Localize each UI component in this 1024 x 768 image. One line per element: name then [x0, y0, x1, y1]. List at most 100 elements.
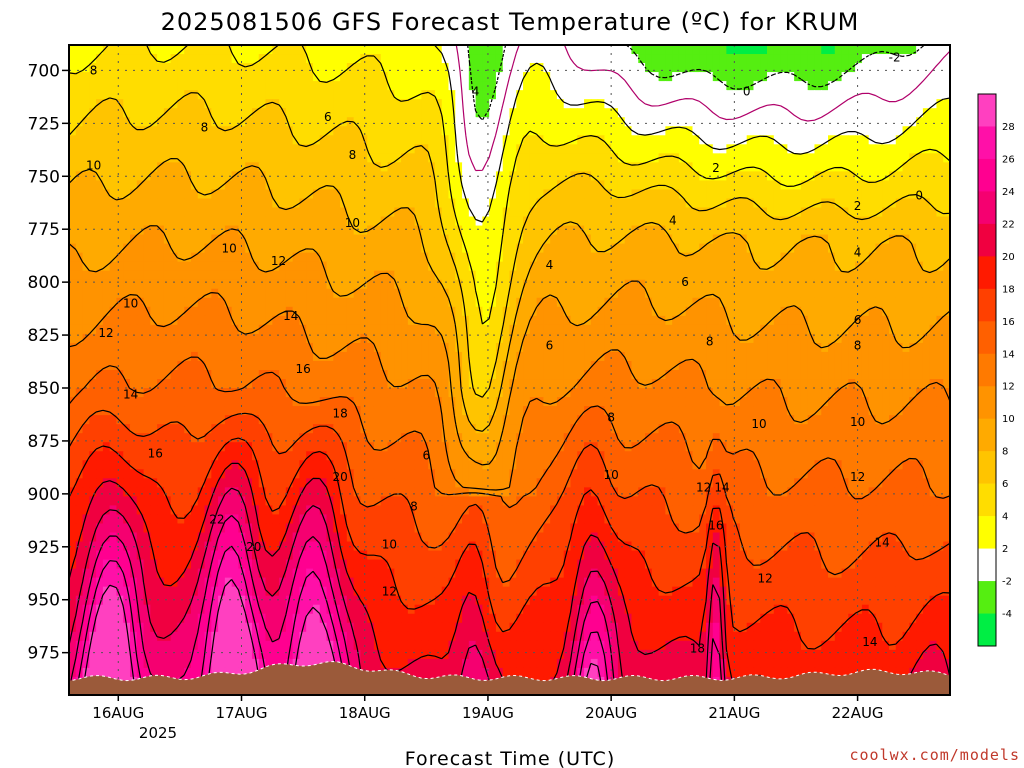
temperature-cell — [333, 261, 341, 272]
temperature-cell — [414, 370, 422, 380]
temperature-cell — [272, 108, 280, 118]
temperature-cell — [773, 216, 782, 227]
temperature-cell — [475, 370, 483, 380]
temperature-cell — [319, 189, 328, 200]
temperature-cell — [638, 252, 646, 263]
temperature-cell — [265, 370, 273, 380]
temperature-cell — [414, 360, 422, 371]
temperature-cell — [495, 306, 504, 317]
temperature-cell — [570, 333, 578, 344]
temperature-cell — [814, 117, 822, 127]
temperature-cell — [407, 72, 416, 82]
temperature-cell — [116, 189, 124, 200]
temperature-cell — [922, 99, 931, 109]
temperature-cell — [550, 261, 558, 272]
temperature-cell — [658, 333, 666, 344]
temperature-cell — [224, 45, 233, 55]
temperature-cell — [814, 243, 822, 254]
temperature-cell — [238, 388, 246, 398]
temperature-cell — [394, 207, 402, 218]
temperature-cell — [428, 54, 436, 64]
temperature-cell — [834, 306, 843, 317]
temperature-cell — [82, 144, 90, 154]
temperature-cell — [69, 198, 77, 209]
temperature-cell — [306, 370, 314, 380]
temperature-cell — [577, 216, 585, 227]
temperature-cell — [441, 72, 450, 82]
temperature-cell — [943, 144, 950, 154]
temperature-cell — [340, 234, 348, 245]
temperature-cell — [292, 225, 301, 236]
temperature-cell — [136, 252, 145, 263]
temperature-cell — [387, 63, 395, 73]
temperature-cell — [861, 279, 870, 290]
temperature-cell — [401, 126, 409, 136]
temperature-cell — [706, 81, 714, 91]
temperature-cell — [692, 126, 700, 136]
temperature-cell — [136, 90, 145, 100]
temperature-cell — [943, 216, 950, 227]
temperature-cell — [746, 306, 755, 317]
temperature-cell — [794, 351, 802, 362]
temperature-cell — [421, 370, 429, 380]
temperature-cell — [936, 117, 944, 127]
temperature-cell — [455, 261, 463, 272]
temperature-cell — [665, 90, 673, 100]
temperature-cell — [468, 288, 477, 299]
temperature-cell — [685, 189, 694, 200]
temperature-cell — [536, 126, 544, 136]
temperature-cell — [916, 126, 924, 136]
temperature-cell — [462, 180, 470, 191]
temperature-cell — [455, 379, 463, 389]
temperature-cell — [943, 72, 950, 82]
temperature-cell — [617, 180, 626, 191]
temperature-cell — [265, 99, 273, 109]
temperature-cell — [211, 324, 219, 335]
temperature-cell — [150, 324, 158, 335]
temperature-cell — [922, 342, 931, 353]
temperature-cell — [719, 306, 727, 317]
temperature-cell — [651, 207, 660, 218]
temperature-cell — [746, 279, 755, 290]
temperature-cell — [889, 180, 897, 191]
temperature-cell — [584, 360, 592, 371]
temperature-cell — [624, 306, 633, 317]
temperature-cell — [224, 198, 233, 209]
temperature-cell — [340, 225, 348, 236]
temperature-cell — [245, 216, 253, 227]
temperature-cell — [556, 370, 565, 380]
temperature-cell — [936, 342, 944, 353]
temperature-cell — [821, 360, 829, 371]
temperature-cell — [238, 333, 246, 344]
temperature-cell — [116, 108, 124, 118]
temperature-cell — [794, 135, 802, 145]
temperature-cell — [916, 45, 924, 55]
temperature-cell — [726, 189, 734, 200]
temperature-cell — [889, 99, 897, 109]
temperature-cell — [177, 99, 185, 109]
temperature-cell — [279, 45, 287, 55]
temperature-cell — [787, 99, 795, 109]
temperature-cell — [272, 379, 280, 389]
temperature-cell — [123, 306, 131, 317]
temperature-cell — [157, 252, 165, 263]
temperature-cell — [726, 379, 734, 389]
temperature-cell — [157, 379, 165, 389]
temperature-cell — [800, 243, 809, 254]
temperature-cell — [373, 297, 382, 308]
temperature-cell — [204, 252, 212, 263]
temperature-cell — [177, 234, 185, 245]
temperature-cell — [916, 297, 924, 308]
temperature-cell — [848, 324, 856, 335]
temperature-cell — [123, 234, 131, 245]
temperature-cell — [380, 126, 389, 136]
temperature-cell — [577, 135, 585, 145]
temperature-cell — [645, 297, 653, 308]
temperature-cell — [468, 297, 477, 308]
temperature-cell — [638, 126, 646, 136]
temperature-cell — [828, 135, 836, 145]
temperature-cell — [834, 90, 843, 100]
temperature-cell — [265, 333, 273, 344]
temperature-cell — [692, 306, 700, 317]
temperature-cell — [285, 162, 294, 172]
